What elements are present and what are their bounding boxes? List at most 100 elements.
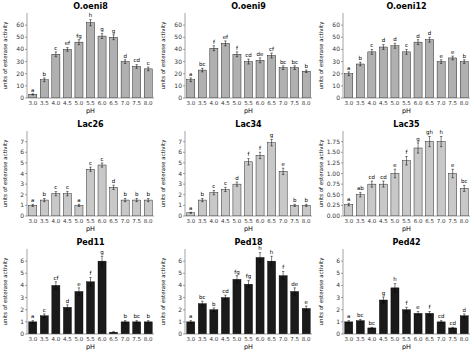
error-line — [371, 49, 372, 54]
x-tick-label: 6.0 — [98, 336, 107, 342]
bar — [302, 309, 310, 335]
error-cap — [213, 45, 215, 46]
error-cap — [270, 145, 272, 146]
x-axis — [185, 334, 312, 335]
error-cap — [135, 323, 137, 324]
letter-annotation: bc — [199, 294, 206, 300]
error-cap — [371, 327, 373, 328]
letter-annotation: e — [451, 162, 455, 168]
error-line — [67, 305, 68, 310]
letter-annotation: fg — [246, 273, 251, 280]
bar — [198, 200, 206, 216]
error-cap — [382, 303, 384, 304]
error-cap — [282, 168, 284, 169]
title: O.oeni9 — [231, 2, 266, 11]
bar — [426, 313, 434, 334]
error-cap — [440, 63, 442, 64]
error-bar — [89, 20, 91, 26]
error-line — [383, 45, 384, 50]
x-tick-label: 6.5 — [267, 218, 276, 224]
error-cap — [147, 320, 149, 321]
error-line — [441, 321, 442, 323]
error-cap — [43, 201, 45, 202]
error-line — [113, 185, 114, 189]
y-tick-label: 0.75 — [327, 180, 341, 187]
error-cap — [259, 252, 261, 253]
error-cap — [428, 146, 430, 147]
error-cap — [428, 136, 430, 137]
bars — [29, 20, 153, 98]
bar — [437, 322, 445, 334]
bar — [144, 200, 152, 216]
error-line — [190, 78, 191, 82]
bar — [268, 56, 276, 99]
x-tick-label: 7.0 — [279, 218, 288, 224]
x-axis — [185, 216, 312, 217]
error-line — [55, 192, 56, 196]
error-cap — [394, 43, 396, 44]
error-bar — [55, 192, 57, 196]
x-axis — [343, 98, 470, 99]
y-tick-label: 5 — [178, 159, 182, 166]
error-cap — [405, 312, 407, 313]
bar — [356, 321, 364, 334]
bar — [144, 322, 152, 334]
y-tick-label: 1 — [20, 201, 24, 208]
error-cap — [282, 174, 284, 175]
error-cap — [236, 275, 238, 276]
title: Lac35 — [393, 120, 420, 129]
error-cap — [282, 65, 284, 66]
error-cap — [293, 287, 295, 288]
error-cap — [101, 266, 103, 267]
x-tick-label: 8.0 — [302, 336, 311, 342]
letter-annotation: b — [135, 191, 139, 197]
error-line — [248, 59, 249, 64]
y-tick-label: 1 — [178, 201, 182, 208]
bar — [40, 80, 48, 98]
y-label: units of esterase activity — [160, 257, 167, 326]
panel: 01234563.03.54.04.55.05.56.06.57.07.58.0… — [318, 238, 470, 351]
error-cap — [282, 271, 284, 272]
x-tick-label: 8.0 — [460, 218, 469, 224]
error-bar — [236, 182, 238, 186]
error-cap — [463, 191, 465, 192]
panel: 01234563.03.54.04.55.05.56.06.57.07.58.0… — [160, 238, 312, 351]
y-tick-label: 10 — [332, 82, 340, 89]
x-tick-label: 6.5 — [109, 100, 118, 106]
error-cap — [147, 70, 149, 71]
bar — [345, 205, 353, 216]
error-bar — [451, 56, 453, 60]
error-cap — [32, 204, 34, 205]
error-cap — [124, 198, 126, 199]
error-cap — [135, 68, 137, 69]
bar — [187, 80, 195, 98]
x-tick-label: 6.5 — [267, 336, 276, 342]
letter-annotation: e — [451, 49, 455, 55]
error-cap — [190, 320, 192, 321]
letter-annotation: bc — [357, 312, 364, 318]
bar — [449, 328, 457, 334]
letter-annotation: d — [112, 178, 116, 184]
x-tick-label: 6.0 — [256, 336, 265, 342]
letter-annotation: cd — [449, 320, 456, 326]
error-line — [306, 204, 307, 206]
error-cap — [451, 327, 453, 328]
error-line — [394, 284, 395, 293]
error-cap — [224, 187, 226, 188]
letter-annotation: cd — [380, 174, 387, 180]
letter-annotation: h — [393, 276, 397, 282]
error-bar — [213, 46, 215, 51]
letter-annotation: a — [189, 313, 192, 319]
x-tick-label: 3.0 — [344, 218, 353, 224]
bar — [98, 165, 106, 216]
error-cap — [124, 320, 126, 321]
error-cap — [463, 185, 465, 186]
error-line — [452, 56, 453, 60]
x-tick-label: 3.0 — [186, 336, 195, 342]
error-line — [113, 332, 114, 333]
letter-annotation: a — [31, 197, 34, 203]
error-cap — [259, 152, 261, 153]
bar — [210, 310, 218, 334]
error-cap — [270, 57, 272, 58]
error-cap — [78, 295, 80, 296]
